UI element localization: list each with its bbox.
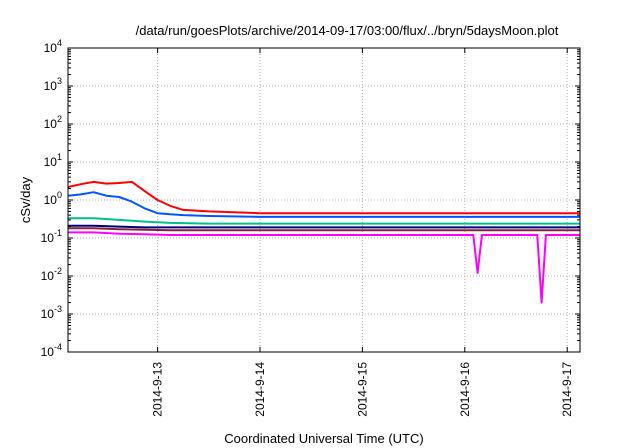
y-tick-label: 10-2: [41, 266, 62, 283]
y-tick-label-base: 10: [44, 193, 58, 207]
y-tick-label: 103: [44, 76, 62, 93]
y-axis-label: cSv/day: [18, 176, 33, 223]
y-tick-label-exponent: 3: [57, 76, 62, 86]
ticks: [68, 47, 580, 353]
y-tick-label-base: 10: [44, 79, 58, 93]
chart-title: /data/run/goesPlots/archive/2014-09-17/0…: [136, 23, 559, 38]
x-tick-label: 2014-9-16: [458, 362, 472, 417]
series-line-1: [67, 180, 580, 215]
x-axis-label: Coordinated Universal Time (UTC): [224, 431, 423, 446]
series-line-3: [68, 217, 580, 225]
y-tick-label-exponent: 2: [57, 114, 62, 124]
y-tick-label-exponent: 4: [57, 38, 62, 48]
y-tick-label-exponent: 1: [57, 152, 62, 162]
y-tick-label: 10-4: [41, 342, 62, 359]
x-tick-label: 2014-9-15: [355, 362, 369, 417]
x-tick-label: 2014-9-13: [151, 362, 165, 417]
y-tick-label-exponent: -3: [54, 304, 62, 314]
y-tick-label-exponent: -4: [54, 342, 62, 352]
y-tick-label-base: 10: [44, 117, 58, 131]
y-tick-label: 102: [44, 114, 62, 131]
series-line-4: [68, 224, 580, 229]
y-tick-label: 104: [44, 38, 62, 55]
y-tick-label-base: 10: [44, 155, 58, 169]
series-line-6: [68, 231, 580, 304]
x-tick-label: 2014-9-17: [560, 362, 574, 417]
y-tick-label: 10-1: [41, 228, 62, 245]
y-tick-label-base: 10: [44, 41, 58, 55]
y-tick-label-exponent: -1: [54, 228, 62, 238]
y-tick-label: 101: [44, 152, 62, 169]
y-tick-label-base: 10: [41, 345, 55, 359]
x-tick-labels: 2014-9-13 2014-9-14 2014-9-15 2014-9-16 2014…: [151, 362, 575, 417]
x-tick-label: 2014-9-14: [253, 362, 267, 417]
series-line-2: [67, 191, 580, 218]
y-tick-label-exponent: 0: [57, 190, 62, 200]
y-tick-label: 10-3: [41, 304, 62, 321]
y-tick-label-exponent: -2: [54, 266, 62, 276]
series-group: [67, 180, 580, 304]
y-tick-label-base: 10: [41, 269, 55, 283]
grid: [68, 48, 580, 352]
y-tick-label-base: 10: [41, 307, 55, 321]
y-tick-label-base: 10: [41, 231, 55, 245]
y-tick-label: 100: [44, 190, 62, 207]
series-line-5: [68, 227, 580, 232]
